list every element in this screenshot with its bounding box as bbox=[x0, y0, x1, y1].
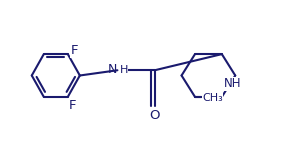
Text: H: H bbox=[120, 65, 128, 75]
Text: F: F bbox=[70, 44, 78, 57]
Text: O: O bbox=[149, 109, 160, 122]
Text: N: N bbox=[108, 63, 117, 76]
Text: CH₃: CH₃ bbox=[202, 93, 223, 103]
Text: NH: NH bbox=[224, 77, 241, 90]
Text: F: F bbox=[68, 99, 76, 112]
